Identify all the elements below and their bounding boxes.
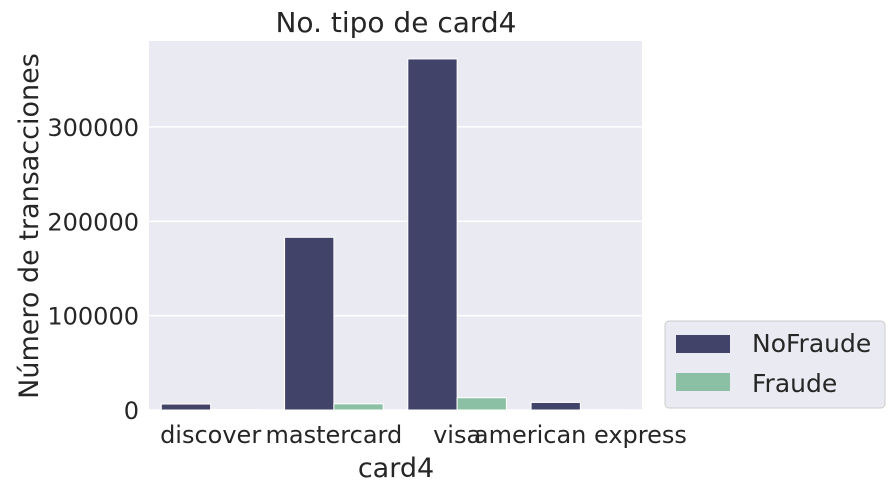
y-tick-label: 300000 bbox=[47, 114, 139, 142]
y-tick-label: 0 bbox=[124, 397, 139, 425]
bar-fraude-mastercard bbox=[333, 403, 384, 411]
y-axis-label: Número de transacciones bbox=[14, 53, 45, 399]
y-tick-label: 200000 bbox=[47, 208, 139, 236]
bar-fraude-visa bbox=[456, 397, 507, 411]
bar-nofraude-mastercard bbox=[284, 236, 335, 411]
chart-title: No. tipo de card4 bbox=[275, 6, 516, 39]
plot-area bbox=[149, 41, 642, 410]
bar-nofraude-discover bbox=[160, 403, 212, 411]
x-tick-label: discover bbox=[160, 421, 261, 449]
legend-label-nofraude: NoFraude bbox=[752, 329, 871, 358]
bar-nofraude-american-express bbox=[530, 401, 581, 411]
legend-label-fraude: Fraude bbox=[752, 369, 837, 398]
legend-swatch-nofraude bbox=[676, 335, 730, 353]
legend-swatch-fraude bbox=[676, 373, 730, 391]
x-tick-label: american express bbox=[474, 421, 687, 449]
x-tick-label: mastercard bbox=[266, 421, 403, 449]
y-tick-label: 100000 bbox=[47, 303, 139, 331]
y-tick-labels: 0 100000 200000 300000 bbox=[47, 114, 139, 425]
legend: NoFraude Fraude bbox=[664, 320, 886, 409]
x-axis-label: card4 bbox=[358, 453, 434, 484]
bar-nofraude-visa bbox=[407, 58, 458, 411]
x-tick-label: visa bbox=[433, 421, 481, 449]
bars bbox=[160, 58, 631, 411]
